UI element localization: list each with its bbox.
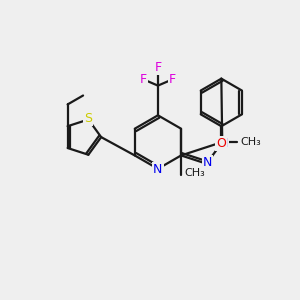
Text: N: N [219,136,228,150]
Text: CH₃: CH₃ [240,137,261,147]
Text: N: N [153,163,163,176]
Text: O: O [216,136,226,150]
Text: CH₃: CH₃ [184,168,205,178]
Text: F: F [169,73,176,86]
Text: F: F [140,73,147,86]
Text: S: S [84,112,92,125]
Text: F: F [154,61,161,74]
Text: N: N [203,156,212,169]
